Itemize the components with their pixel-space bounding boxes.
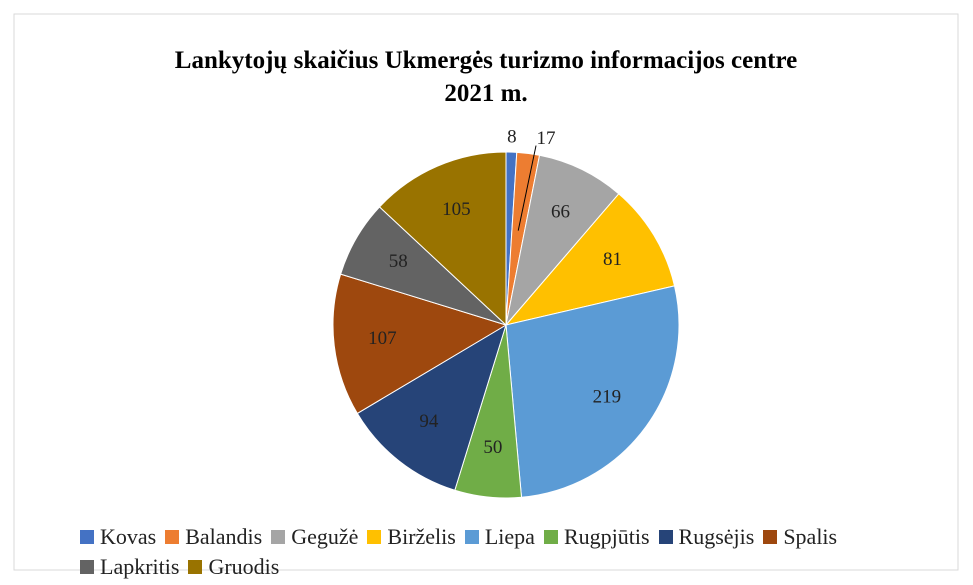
pie-slice xyxy=(332,273,508,415)
legend-label: Kovas xyxy=(100,524,157,549)
pie-slice xyxy=(505,154,620,327)
legend-label: Birželis xyxy=(387,524,456,549)
data-label: 107 xyxy=(368,328,397,349)
data-label: 94 xyxy=(419,411,439,432)
legend-label: Rugsėjis xyxy=(678,524,755,549)
pie-slice xyxy=(356,323,507,491)
legend-swatch xyxy=(188,560,203,574)
pie-slice xyxy=(504,193,676,326)
legend-item: Birželis xyxy=(367,522,456,552)
legend-swatch xyxy=(80,530,94,544)
legend-swatch xyxy=(543,530,558,544)
legend-label: Liepa xyxy=(484,524,535,549)
pie-slice xyxy=(505,285,680,498)
legend-swatch xyxy=(464,530,479,544)
data-label: 50 xyxy=(483,437,502,458)
legend-swatch xyxy=(658,530,673,544)
data-label: 81 xyxy=(603,249,622,270)
legend-item: Gegužė xyxy=(271,522,358,552)
pie-slice xyxy=(378,151,507,327)
legend-swatch xyxy=(271,530,286,544)
legend-label: Gegužė xyxy=(291,524,359,549)
legend-item: Liepa xyxy=(464,522,535,552)
legend-swatch xyxy=(763,530,778,544)
data-label: 58 xyxy=(389,251,408,272)
legend-label: Rugpjūtis xyxy=(563,524,650,549)
legend-label: Lapkritis xyxy=(100,554,180,579)
data-label: 66 xyxy=(551,201,570,222)
leader-line xyxy=(517,145,537,231)
data-label: 105 xyxy=(442,199,471,220)
legend-item: Kovas xyxy=(80,522,156,552)
data-label: 17 xyxy=(537,128,556,149)
legend-item: Rugsėjis xyxy=(658,522,755,552)
legend-swatch xyxy=(165,530,180,544)
legend-item: Rugpjūtis xyxy=(543,522,650,552)
legend-item: Balandis xyxy=(165,522,262,552)
legend-item: Lapkritis xyxy=(80,552,179,582)
legend-label: Spalis xyxy=(783,524,838,549)
data-label: 8 xyxy=(507,126,517,147)
legend-label: Gruodis xyxy=(208,554,280,579)
legend: Kovas Balandis Gegužė Birželis Liepa Rugpjūti… xyxy=(80,522,940,582)
data-label: 219 xyxy=(593,386,622,407)
legend-label: Balandis xyxy=(185,524,263,549)
chart-title: Lankytojų skaičius Ukmergės turizmo info… xyxy=(175,47,797,107)
legend-item: Gruodis xyxy=(188,552,279,582)
legend-item: Spalis xyxy=(763,522,837,552)
legend-swatch xyxy=(367,530,382,544)
legend-swatch xyxy=(80,560,94,574)
